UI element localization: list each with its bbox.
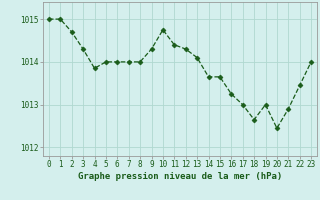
- X-axis label: Graphe pression niveau de la mer (hPa): Graphe pression niveau de la mer (hPa): [78, 172, 282, 181]
